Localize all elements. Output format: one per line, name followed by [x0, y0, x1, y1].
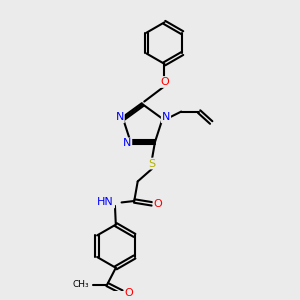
Text: O: O — [160, 77, 169, 87]
Text: CH₃: CH₃ — [72, 280, 89, 289]
Text: N: N — [123, 138, 131, 148]
Text: N: N — [162, 112, 170, 122]
Text: HN: HN — [97, 197, 114, 207]
Text: S: S — [148, 159, 156, 169]
Text: N: N — [116, 112, 124, 122]
Text: O: O — [124, 288, 133, 298]
Text: O: O — [154, 199, 162, 209]
